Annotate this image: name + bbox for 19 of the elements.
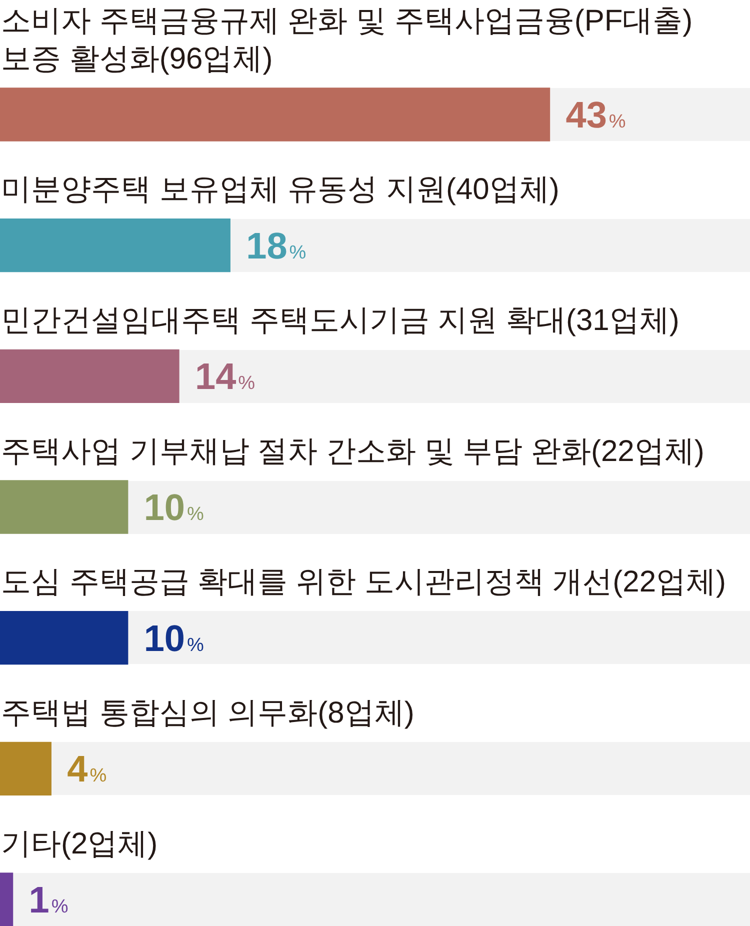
bar bbox=[0, 611, 128, 665]
data-label: 4% bbox=[67, 748, 107, 790]
bar bbox=[0, 480, 128, 534]
data-label: 1% bbox=[28, 880, 68, 920]
bar bbox=[0, 742, 52, 796]
data-label: 10% bbox=[144, 487, 204, 528]
bar bbox=[0, 349, 180, 403]
data-label: 18% bbox=[246, 225, 306, 266]
y-tick-label: 주택법 통합심의 의무화(8업체) bbox=[1, 696, 414, 730]
y-tick-label: 민간건설임대주택 주택도시기금 지원 확대(31업체) bbox=[1, 304, 680, 337]
y-tick-label: 미분양주택 보유업체 유동성 지원(40업체) bbox=[1, 173, 560, 206]
data-label: 10% bbox=[144, 618, 204, 659]
bar bbox=[0, 872, 14, 926]
y-tick-label: 기타(2업체) bbox=[1, 827, 158, 860]
data-label: 43% bbox=[566, 94, 626, 136]
data-label: 14% bbox=[194, 356, 256, 398]
y-tick-label: 도심 주택공급 확대를 위한 도시관리정책 개선(22업체) bbox=[1, 566, 726, 599]
y-tick-label: 주택사업 기부채납 절차 간소화 및 부담 완화(22업체) bbox=[1, 434, 704, 468]
y-tick-label: 소비자 주택금융규제 완화 및 주택사업금융(PF대출) 보증 활성화(96업체) bbox=[1, 4, 693, 76]
